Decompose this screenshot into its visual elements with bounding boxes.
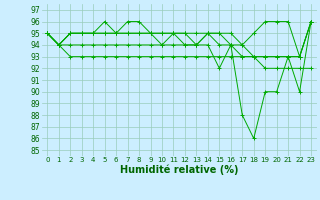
X-axis label: Humidité relative (%): Humidité relative (%) (120, 165, 238, 175)
